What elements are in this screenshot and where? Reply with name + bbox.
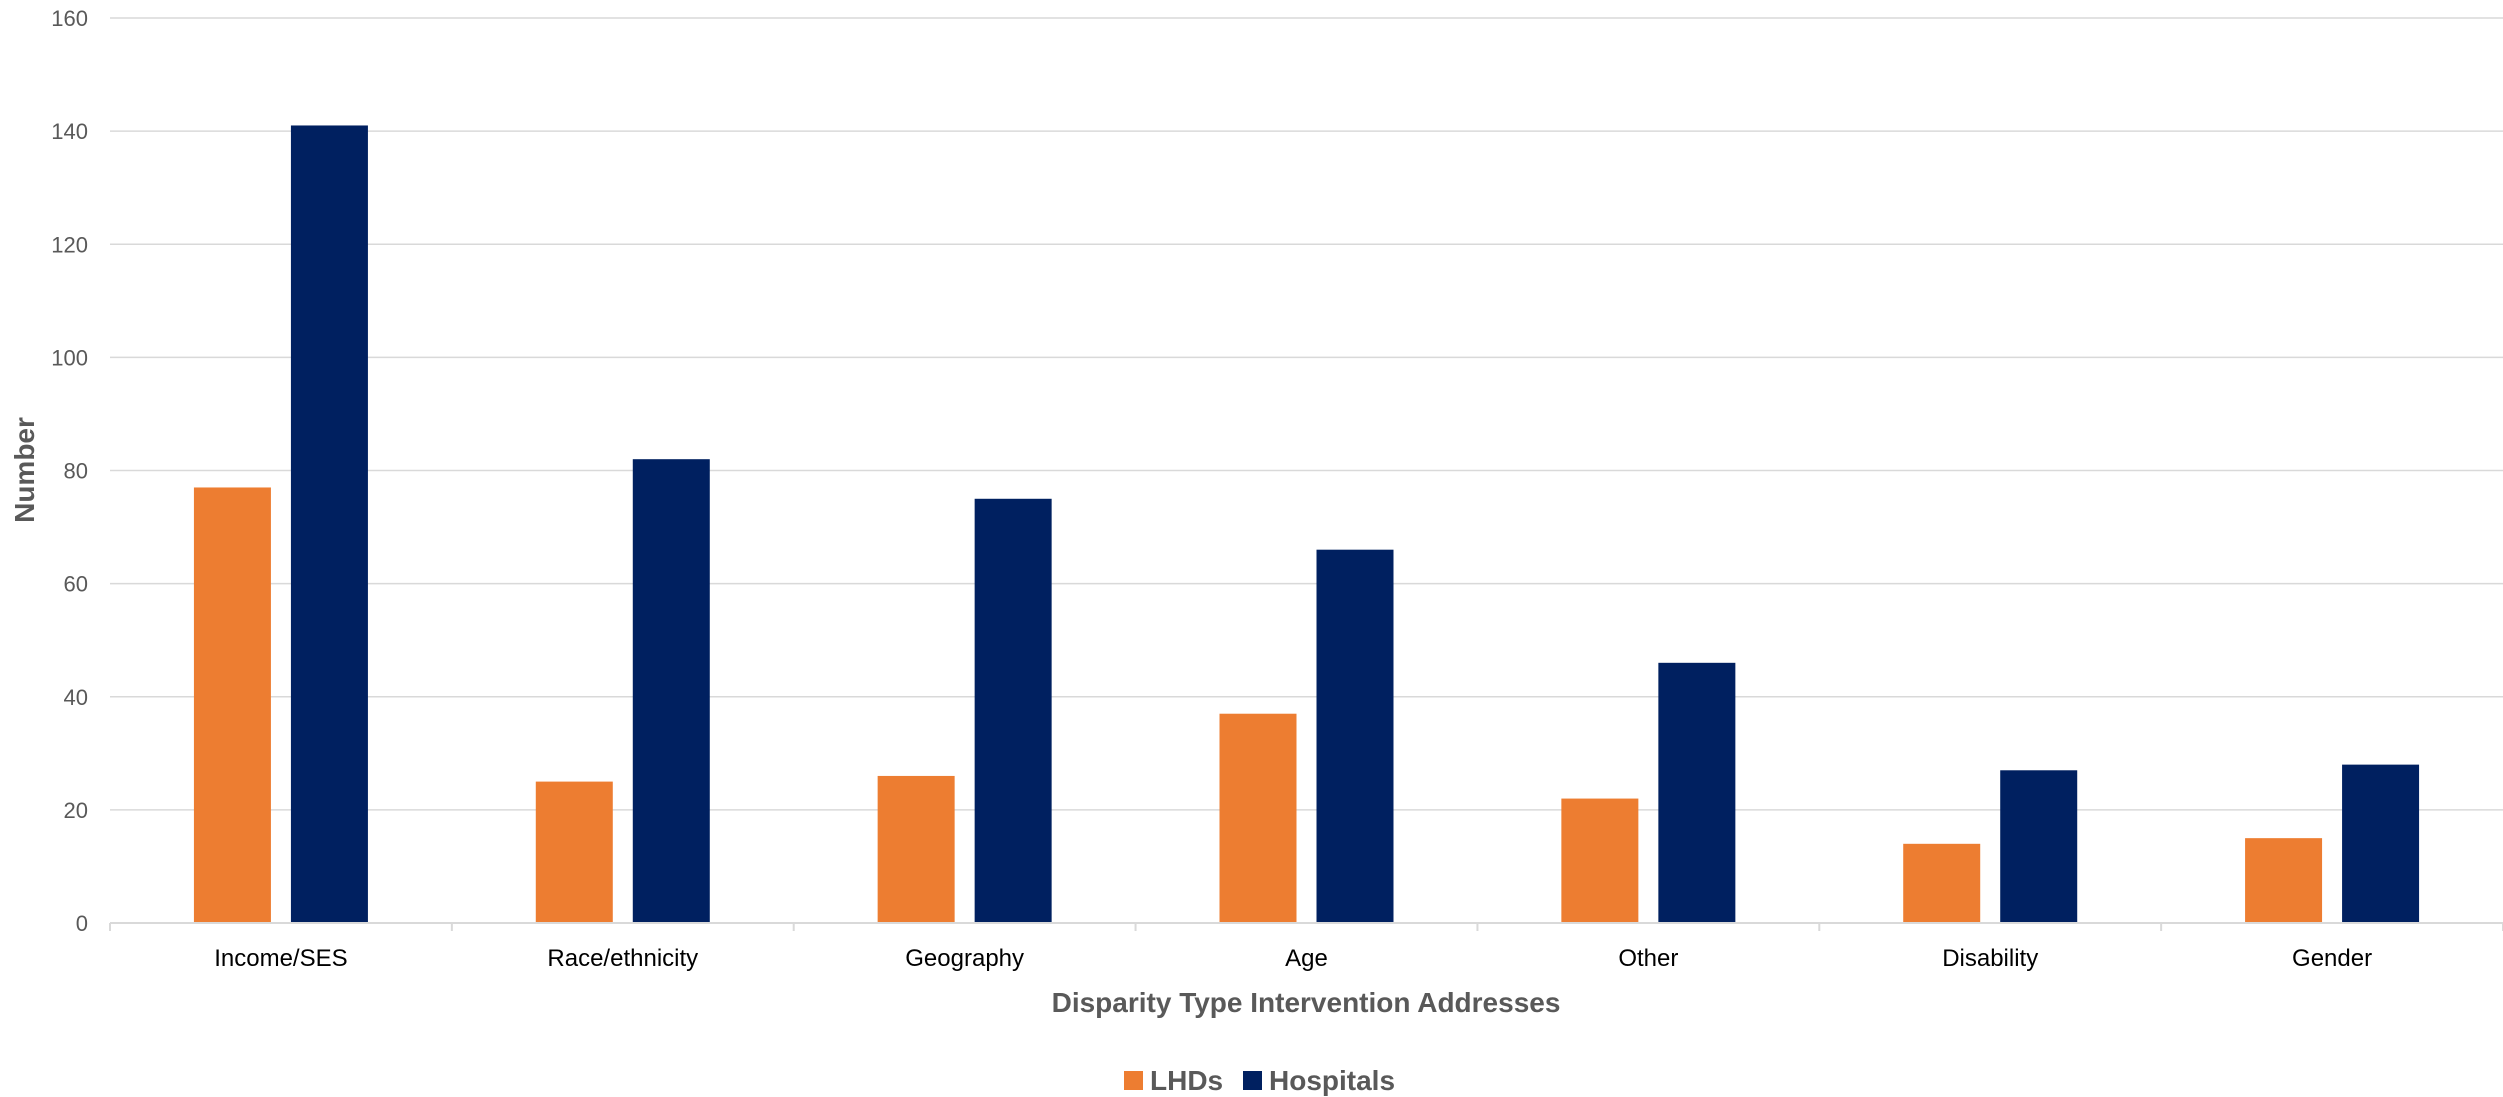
bar-lhds-3 [1219,713,1297,923]
legend-swatch-hospitals [1243,1071,1262,1090]
y-tick-label: 120 [51,232,88,257]
bar-lhds-6 [2245,838,2323,923]
y-tick-label: 100 [51,345,88,370]
bar-hospitals-6 [2342,764,2420,923]
y-tick-label: 40 [64,685,88,710]
y-tick-label: 0 [76,911,88,936]
bar-hospitals-0 [290,125,368,923]
y-tick-label: 160 [51,6,88,31]
y-tick-label: 80 [64,459,88,484]
legend: LHDs Hospitals [1124,1065,1395,1096]
category-label: Race/ethnicity [547,945,698,972]
bars [193,125,2420,923]
y-tick-label: 60 [64,572,88,597]
category-label: Other [1618,945,1678,972]
category-label: Gender [2292,945,2372,972]
bar-hospitals-3 [1316,549,1394,923]
y-axis-title: Number [9,417,40,523]
legend-swatch-lhds [1124,1071,1143,1090]
category-label: Income/SES [214,945,347,972]
bar-hospitals-5 [2000,770,2078,923]
category-label: Age [1285,945,1328,972]
y-axis-ticks: 0 20 40 60 80 100 120 140 160 [51,6,88,936]
legend-label-lhds: LHDs [1150,1065,1223,1096]
category-label: Geography [905,945,1024,972]
legend-label-hospitals: Hospitals [1269,1065,1395,1096]
x-axis: Income/SES Race/ethnicity Geography Age Othe… [109,922,2503,972]
category-label: Disability [1942,945,2038,972]
bar-lhds-5 [1903,843,1981,923]
bar-hospitals-4 [1658,662,1736,923]
bar-lhds-2 [877,775,955,923]
bar-hospitals-1 [632,459,710,923]
bar-lhds-1 [535,781,613,923]
bar-lhds-4 [1561,798,1639,923]
x-axis-title: Disparity Type Intervention Addresses [1052,987,1561,1018]
gridlines [110,17,2503,811]
y-tick-label: 140 [51,119,88,144]
bar-hospitals-2 [974,498,1052,923]
y-tick-label: 20 [64,798,88,823]
bar-lhds-0 [193,487,271,923]
